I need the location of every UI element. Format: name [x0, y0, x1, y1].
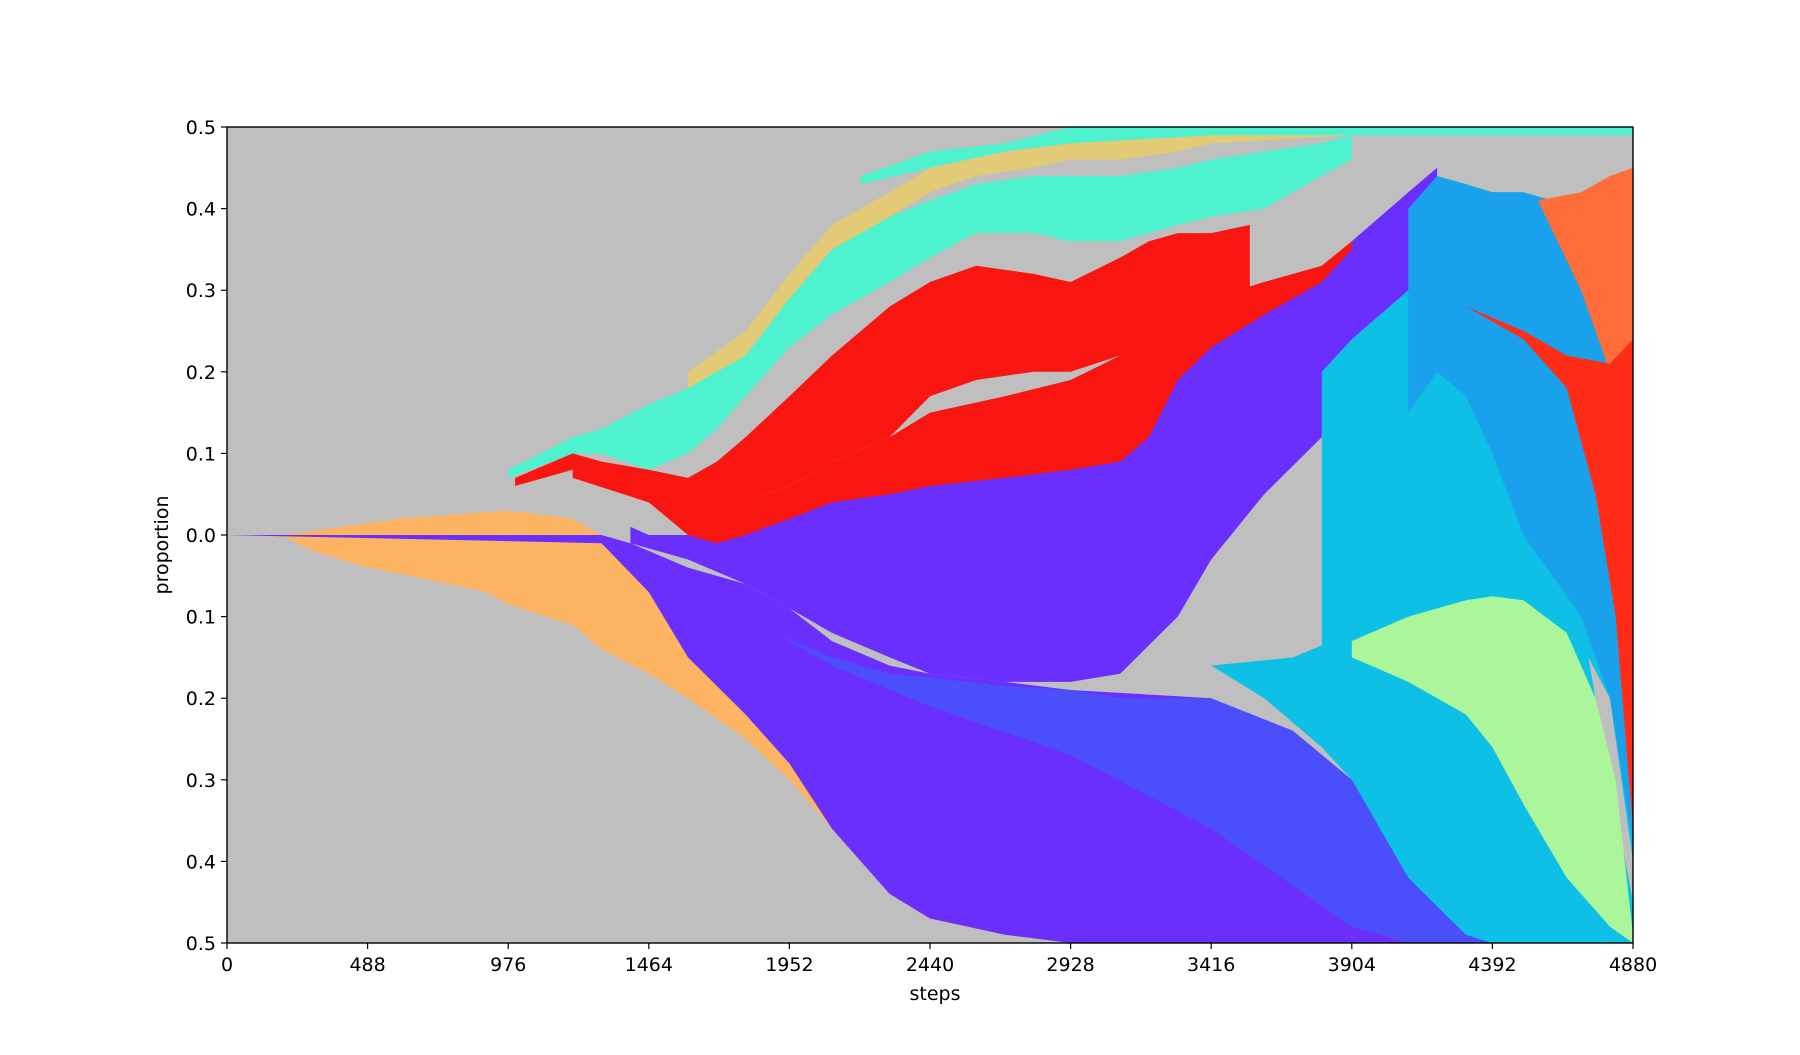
area-band-16 — [1465, 306, 1633, 829]
y-tick-label: 0.1 — [186, 607, 216, 629]
y-tick-label: 0.5 — [186, 117, 216, 139]
y-tick-label: 0.0 — [186, 525, 216, 547]
x-tick-label: 4880 — [1609, 954, 1657, 976]
y-tick-label: 0.4 — [186, 199, 216, 221]
x-tick-label: 976 — [490, 954, 526, 976]
x-tick-label: 1952 — [765, 954, 813, 976]
x-tick-label: 0 — [221, 954, 233, 976]
y-tick-label: 0.3 — [186, 770, 216, 792]
area-band-15 — [1537, 167, 1633, 846]
area-band-5 — [1351, 596, 1633, 943]
area-band-3 — [774, 632, 1633, 943]
y-tick-label: 0.2 — [186, 362, 216, 384]
area-band-13 — [688, 127, 1352, 389]
y-tick-label: 0.1 — [186, 443, 216, 465]
area-band-6 — [630, 167, 1438, 682]
area-band-1 — [227, 510, 1633, 943]
plot-area — [226, 126, 1634, 944]
x-tick-label: 3904 — [1328, 954, 1376, 976]
x-tick-label: 488 — [349, 954, 385, 976]
area-band-10 — [515, 224, 1250, 519]
x-tick-label: 2440 — [906, 954, 954, 976]
x-tick-label: 2928 — [1046, 954, 1094, 976]
y-tick-label: 0.2 — [186, 688, 216, 710]
x-axis-ticks: 0 488 976 1464 1952 2440 2928 3416 3904 4392 4880 — [221, 943, 1657, 976]
x-tick-label: 3416 — [1187, 954, 1235, 976]
y-tick-label: 0.5 — [186, 933, 216, 955]
y-axis-ticks: 0.5 0.4 0.3 0.2 0.1 0.0 0.1 0.2 0.3 0.4 0.5 — [186, 117, 227, 955]
y-tick-label: 0.4 — [186, 851, 216, 873]
area-band-12 — [508, 135, 1352, 478]
y-tick-label: 0.3 — [186, 280, 216, 302]
area-band-14 — [860, 127, 1633, 185]
area-band-9 — [1408, 176, 1633, 846]
y-axis-label: proportion — [151, 496, 173, 595]
x-tick-label: 4392 — [1468, 954, 1516, 976]
x-tick-label: 1464 — [625, 954, 673, 976]
x-axis-label: steps — [910, 983, 961, 1005]
